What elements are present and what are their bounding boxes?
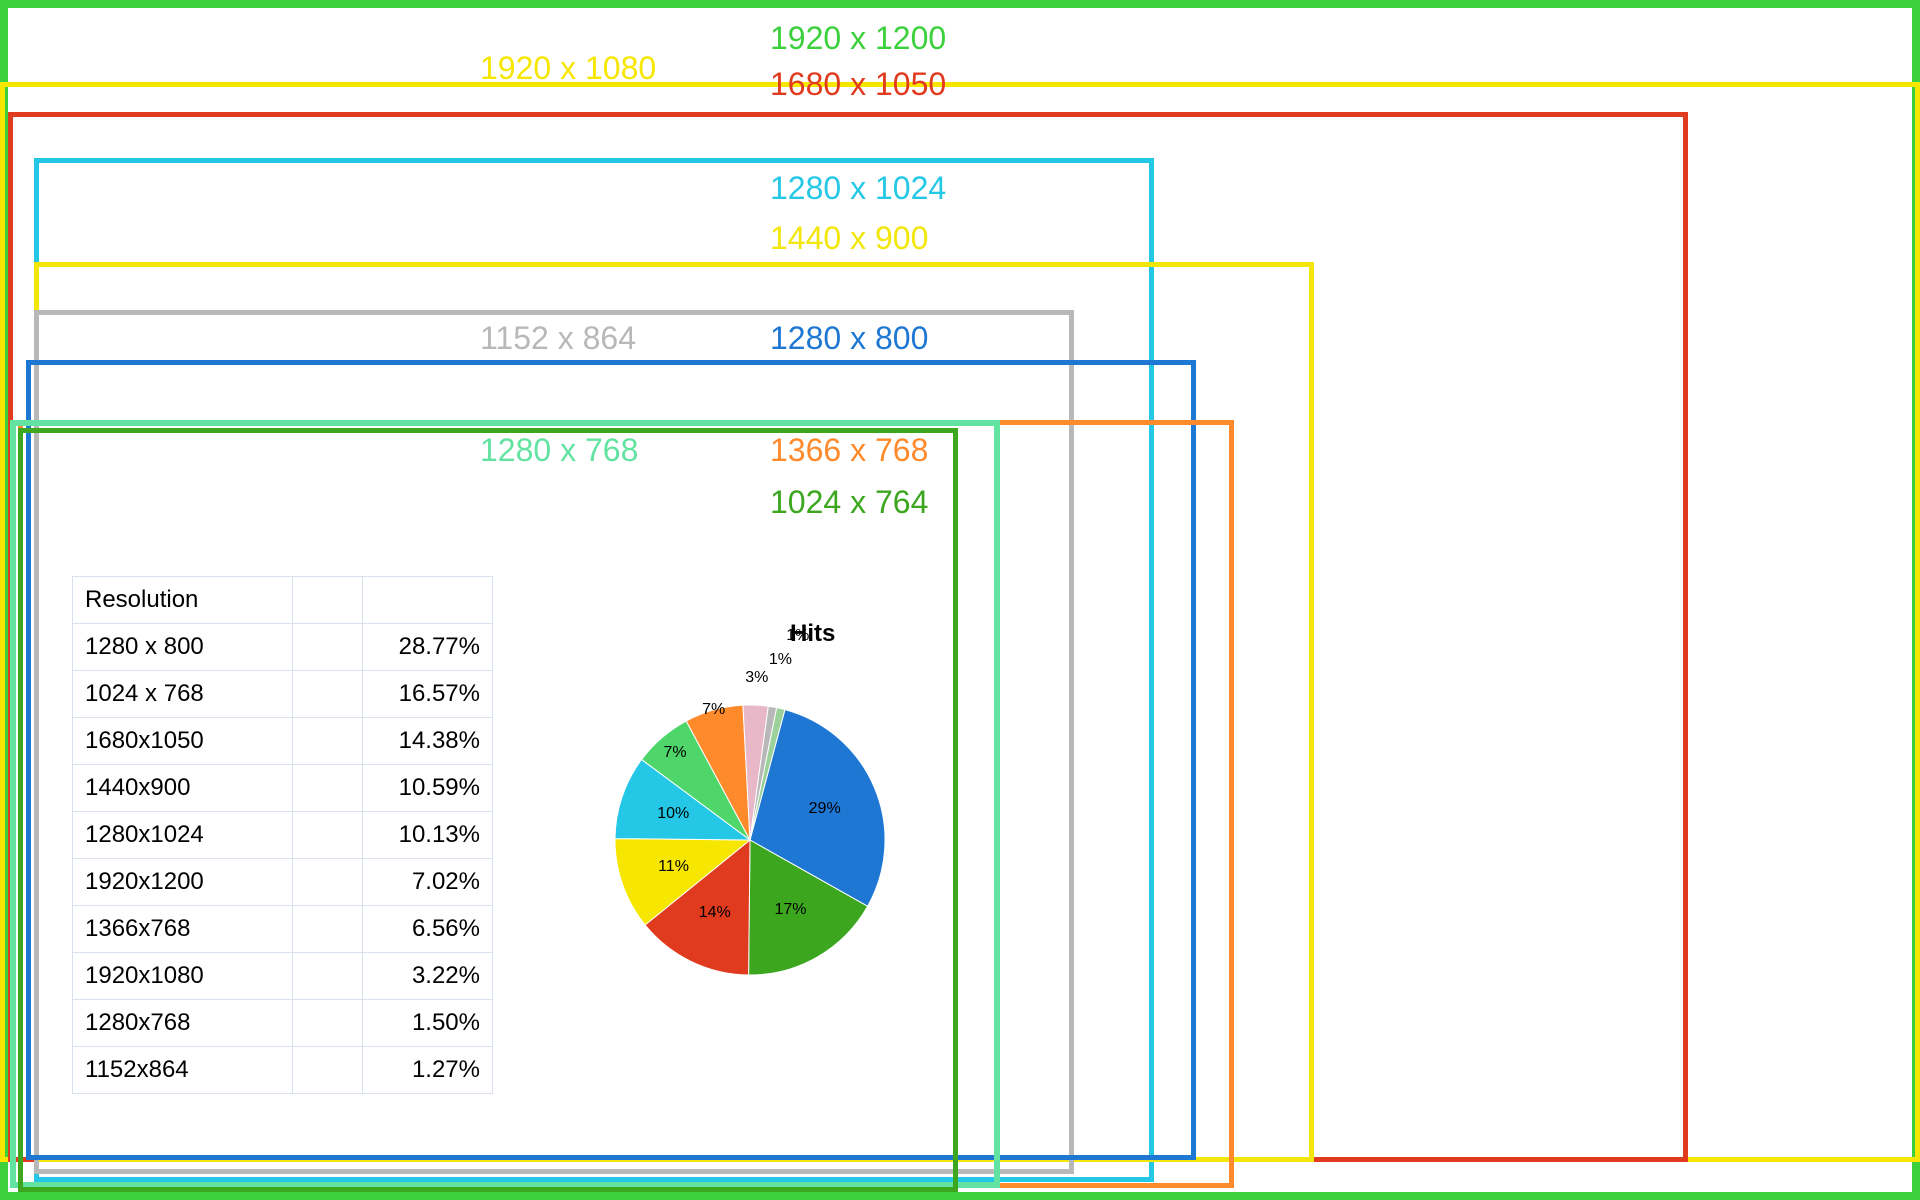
table-cell-pct: 10.59%: [363, 765, 493, 812]
resolution-infographic: 1920 x 1200 1920 x 1080 1680 x 1050 1280 x …: [0, 0, 1920, 1200]
table-cell: [293, 953, 363, 1000]
res-label-r1920x1080: 1920 x 1080: [480, 50, 656, 87]
table-row: 1920x1080 3.22%: [73, 953, 493, 1000]
table-cell-resolution: 1280 x 800: [73, 624, 293, 671]
res-label-r1920x1200: 1920 x 1200: [770, 20, 946, 57]
pie-slice-label-6: 7%: [702, 701, 725, 719]
pie-slice-label-3: 11%: [658, 858, 689, 876]
resolution-table: Resolution1280 x 800 28.77% 1024 x 768 16.5…: [72, 576, 493, 1094]
pie-slice-label-4: 10%: [657, 805, 689, 823]
pie-slice-label-5: 7%: [663, 744, 686, 762]
table-cell-resolution: 1024 x 768: [73, 671, 293, 718]
table-cell-resolution: 1366x768: [73, 906, 293, 953]
table-row: 1280x1024 10.13%: [73, 812, 493, 859]
pie-slice-label-1: 17%: [774, 901, 806, 919]
res-label-r1440x900: 1440 x 900: [770, 220, 928, 257]
table-row: 1366x768 6.56%: [73, 906, 493, 953]
pie-slice-label-0: 29%: [809, 800, 841, 818]
table-cell: [293, 765, 363, 812]
table-cell: [293, 624, 363, 671]
pie-slice-label-2: 14%: [699, 904, 731, 922]
table-cell-pct: 3.22%: [363, 953, 493, 1000]
res-label-r1152x864: 1152 x 864: [480, 320, 636, 357]
table-cell: [293, 812, 363, 859]
table-cell-pct: 14.38%: [363, 718, 493, 765]
table-cell: [293, 718, 363, 765]
table-cell-pct: 1.50%: [363, 1000, 493, 1047]
table-cell: [293, 671, 363, 718]
table-cell-resolution: 1280x1024: [73, 812, 293, 859]
table-cell-resolution: 1280x768: [73, 1000, 293, 1047]
table-row: 1920x1200 7.02%: [73, 859, 493, 906]
table-row: 1024 x 768 16.57%: [73, 671, 493, 718]
table-cell-resolution: 1920x1200: [73, 859, 293, 906]
table-cell-pct: 6.56%: [363, 906, 493, 953]
table-cell-resolution: 1152x864: [73, 1047, 293, 1094]
res-label-r1280x1024: 1280 x 1024: [770, 170, 946, 207]
table-cell-pct: 10.13%: [363, 812, 493, 859]
res-label-r1024x764: 1024 x 764: [770, 484, 928, 521]
table-cell: [293, 906, 363, 953]
table-row: 1152x864 1.27%: [73, 1047, 493, 1094]
table-header-0: Resolution: [73, 577, 293, 624]
table-cell: [293, 1000, 363, 1047]
table-cell-pct: 1.27%: [363, 1047, 493, 1094]
table-row: 1280 x 800 28.77%: [73, 624, 493, 671]
res-label-r1280x800: 1280 x 800: [770, 320, 928, 357]
pie-slice-label-9: 1%: [786, 627, 809, 645]
table-row: 1680x1050 14.38%: [73, 718, 493, 765]
table-header-2: [363, 577, 493, 624]
table-header-1: [293, 577, 363, 624]
table-cell-resolution: 1680x1050: [73, 718, 293, 765]
pie-slice-label-8: 1%: [769, 651, 792, 669]
table-row: 1440x900 10.59%: [73, 765, 493, 812]
pie-slice-label-7: 3%: [745, 669, 768, 687]
table-cell-pct: 16.57%: [363, 671, 493, 718]
table-row: 1280x768 1.50%: [73, 1000, 493, 1047]
table-cell: [293, 1047, 363, 1094]
table-cell-resolution: 1440x900: [73, 765, 293, 812]
table-cell-pct: 7.02%: [363, 859, 493, 906]
table-cell-pct: 28.77%: [363, 624, 493, 671]
table-cell-resolution: 1920x1080: [73, 953, 293, 1000]
res-label-r1680x1050: 1680 x 1050: [770, 66, 946, 103]
table-cell: [293, 859, 363, 906]
hits-pie-chart: [595, 685, 905, 995]
